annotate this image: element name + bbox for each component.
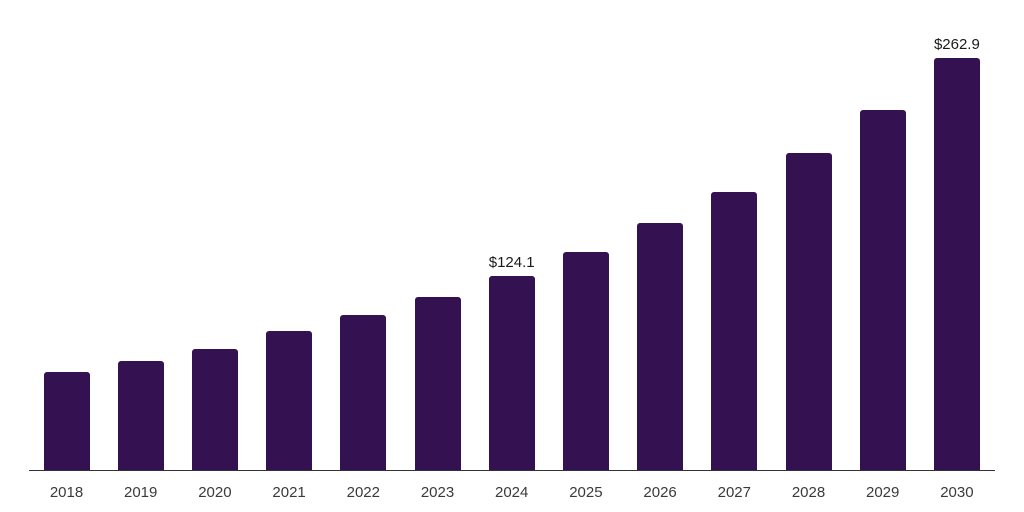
bar-2023[interactable] — [414, 296, 461, 470]
bar-2028[interactable] — [785, 153, 832, 470]
bar-2027[interactable] — [711, 191, 758, 470]
bar-2022[interactable] — [340, 314, 387, 470]
bar-value-label-2024: $124.1 — [488, 253, 535, 271]
bar-value-label-2030: $262.9 — [933, 36, 980, 54]
x-tick-2021: 2021 — [272, 484, 306, 501]
x-tick-2025: 2025 — [569, 484, 603, 501]
x-tick-2023: 2023 — [420, 484, 455, 501]
bar-2024[interactable] — [488, 275, 535, 470]
x-tick-2029: 2029 — [866, 484, 900, 501]
bar-2021[interactable] — [266, 330, 313, 470]
bar-2030[interactable] — [933, 58, 980, 470]
x-tick-2026: 2026 — [643, 484, 677, 501]
bar-2020[interactable] — [191, 349, 238, 470]
x-tick-2022: 2022 — [346, 484, 380, 501]
x-axis-baseline — [29, 469, 995, 471]
x-tick-2018: 2018 — [49, 484, 84, 501]
x-tick-2027: 2027 — [717, 484, 751, 501]
bar-2018[interactable] — [43, 371, 90, 470]
x-tick-2020: 2020 — [198, 484, 232, 501]
bar-2019[interactable] — [117, 360, 164, 470]
bar-2029[interactable] — [859, 109, 906, 470]
bar-2025[interactable] — [562, 251, 609, 470]
x-tick-2024: 2024 — [495, 484, 529, 501]
x-tick-2030: 2030 — [940, 484, 974, 501]
x-tick-2019: 2019 — [124, 484, 158, 501]
bar-2026[interactable] — [637, 223, 684, 470]
x-tick-2028: 2028 — [791, 484, 826, 501]
